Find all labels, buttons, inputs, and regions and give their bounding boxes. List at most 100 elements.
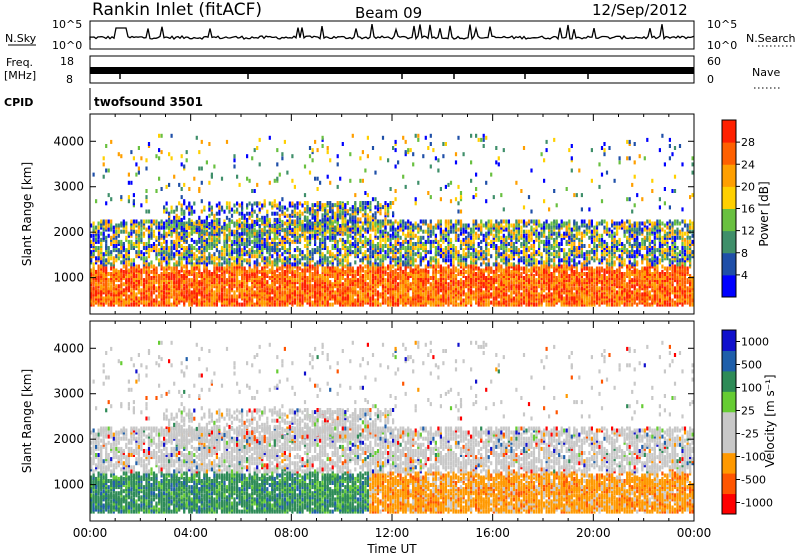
power-cell [147, 252, 151, 257]
power-cell [568, 274, 571, 278]
power-cell [646, 282, 649, 287]
power-cell [158, 258, 161, 263]
power-cell [379, 229, 382, 234]
power-cell [306, 239, 309, 244]
nsearch-tick-low: 10^0 [707, 39, 737, 52]
power-cell [155, 278, 158, 283]
power-cell [243, 219, 246, 224]
power-cell [120, 250, 123, 255]
power-cell [241, 278, 244, 283]
power-cell [374, 298, 377, 303]
power-cell [444, 274, 447, 278]
power-cell [218, 280, 221, 285]
power-cell [319, 278, 322, 283]
power-cell [381, 284, 385, 289]
power-cell [319, 231, 322, 236]
power-cell [92, 233, 95, 238]
power-cell [198, 256, 201, 261]
power-cell [163, 286, 166, 291]
power-cell [105, 294, 108, 299]
power-cell [389, 264, 392, 269]
power-cell [110, 223, 113, 228]
power-cell [112, 300, 115, 305]
power-cell [248, 239, 251, 244]
power-cell [203, 282, 206, 287]
power-cell [213, 282, 216, 287]
power-cell [301, 300, 304, 305]
power-cell [215, 272, 218, 276]
power-cell [145, 269, 148, 274]
power-cell [210, 237, 213, 242]
power-cell [258, 244, 261, 248]
power-cell [409, 282, 412, 287]
power-cell [527, 274, 531, 278]
power-cell [188, 258, 191, 263]
power-cell [301, 250, 304, 255]
power-cell [517, 284, 520, 289]
power-cell [230, 256, 234, 261]
power-cell [198, 300, 201, 305]
power-cell [303, 233, 307, 238]
power-cell [165, 272, 168, 276]
power-cell [578, 294, 581, 299]
power-cell [376, 235, 380, 240]
power-cell [281, 286, 284, 291]
power-cell [195, 239, 198, 244]
power-cell [573, 278, 576, 283]
power-cell [218, 250, 221, 255]
power-cell [266, 300, 269, 305]
power-cell [256, 282, 259, 287]
power-cell [261, 266, 264, 271]
power-cell [387, 296, 390, 301]
power-cell [185, 256, 188, 261]
power-cell [165, 269, 168, 274]
power-cell [399, 219, 402, 224]
power-cell [130, 231, 133, 236]
power-cell [122, 282, 125, 287]
power-cell [107, 286, 110, 291]
power-cell [283, 233, 286, 238]
power-cell [190, 258, 193, 263]
power-cell [321, 274, 324, 278]
power-cell [125, 235, 128, 240]
power-cell [326, 282, 329, 287]
power-cell [636, 276, 639, 280]
power-cell [150, 260, 153, 265]
power-cell [298, 290, 302, 295]
power-cell [228, 260, 231, 265]
power-cell [510, 290, 513, 295]
power-cell [183, 246, 186, 250]
power-cell [173, 290, 176, 295]
power-cell [631, 278, 634, 283]
power-cell [344, 278, 347, 283]
power-cell [374, 254, 377, 259]
power-cell [308, 272, 312, 276]
power-cell [344, 264, 347, 269]
power-cell [258, 262, 261, 267]
power-cell [230, 294, 234, 299]
power-cell [97, 229, 100, 234]
power-cell [366, 292, 369, 297]
power-cell [188, 294, 191, 299]
power-cell [102, 296, 105, 301]
power-cell [316, 269, 319, 274]
power-cell [223, 300, 226, 305]
power-cell [271, 264, 274, 269]
power-cell [152, 242, 156, 246]
date-label: 12/Sep/2012 [592, 1, 688, 19]
power-cell [361, 266, 364, 271]
power-cell [140, 296, 143, 301]
power-cell [158, 290, 161, 295]
power-cell [316, 246, 319, 250]
power-cell [392, 244, 395, 248]
power-cell [447, 282, 450, 287]
power-cell [558, 290, 561, 295]
power-cell [402, 223, 405, 228]
power-cell [324, 284, 327, 289]
power-cell [349, 248, 352, 253]
power-cell [341, 286, 344, 291]
power-cell [334, 244, 337, 248]
power-cell [296, 286, 299, 291]
power-cell [251, 239, 254, 244]
power-cell [349, 294, 352, 299]
